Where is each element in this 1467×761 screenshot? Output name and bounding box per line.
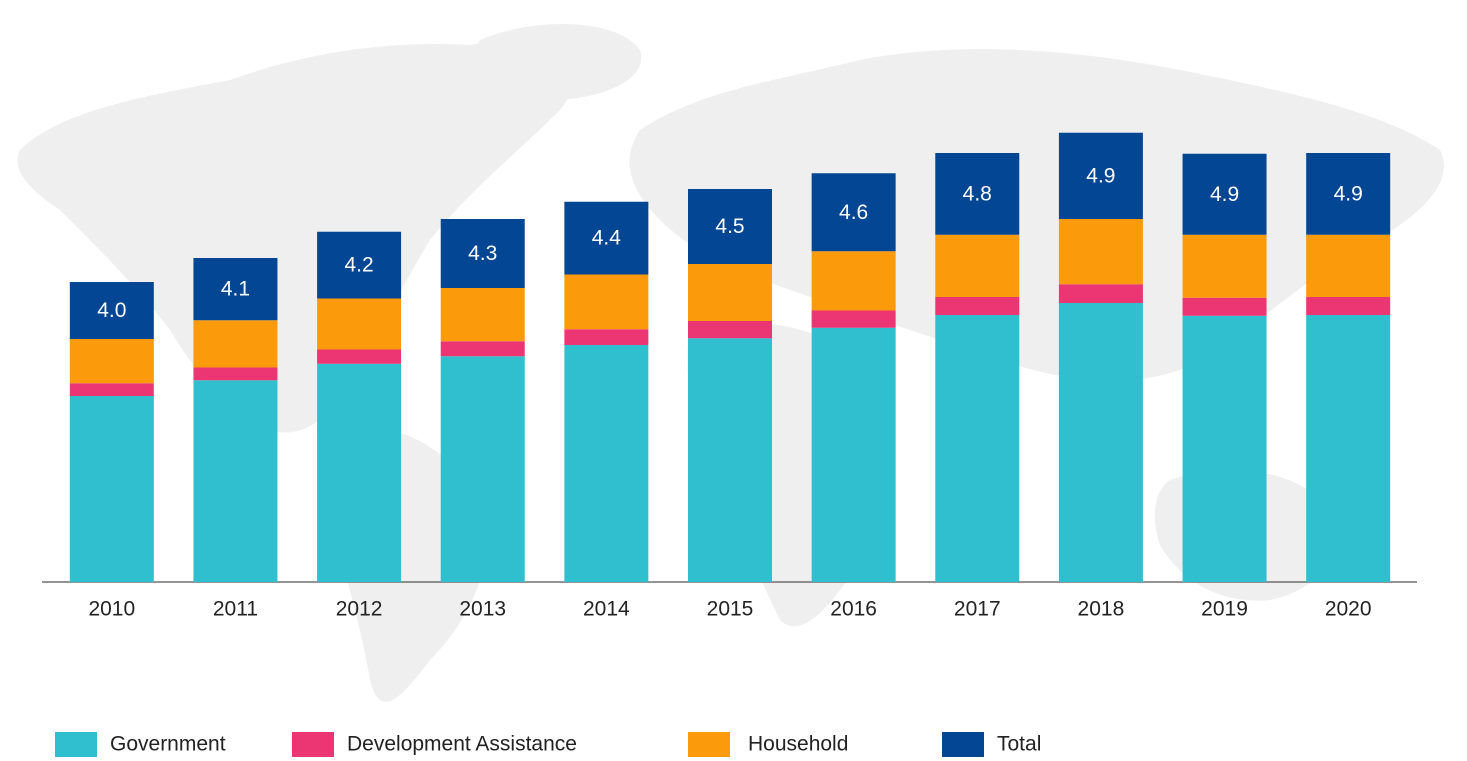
total-label: 4.9: [1210, 183, 1239, 206]
bar-segment: [564, 201, 649, 275]
total-label: 4.3: [468, 242, 497, 265]
x-tick-label: 2015: [707, 598, 754, 621]
x-tick-label: 2013: [459, 598, 506, 621]
x-tick-label: 2011: [213, 598, 258, 621]
bar-segment: [317, 363, 402, 582]
bar-segment: [317, 349, 402, 364]
bar-segment: [193, 258, 278, 321]
x-tick-label: 2017: [954, 598, 1001, 621]
bar-segment: [317, 231, 402, 299]
bar-segment: [1306, 234, 1391, 297]
legend-label: Total: [997, 733, 1041, 756]
total-label: 4.8: [963, 182, 992, 205]
bar-segment: [1182, 315, 1267, 582]
bar-segment: [1306, 153, 1391, 235]
legend-swatch: [688, 732, 730, 757]
legend-label: Household: [748, 733, 848, 756]
bar-segment: [1058, 219, 1143, 285]
x-tick-label: 2019: [1201, 598, 1248, 621]
bar-segment: [69, 396, 154, 582]
total-label: 4.6: [839, 201, 868, 224]
bar-segment: [317, 298, 402, 350]
x-tick-label: 2016: [830, 598, 877, 621]
total-label: 4.1: [221, 278, 250, 301]
total-label: 4.2: [344, 254, 373, 277]
x-tick-label: 2014: [583, 598, 630, 621]
bar-segment: [811, 310, 896, 328]
bar-segment: [935, 315, 1020, 582]
legend-swatch: [942, 732, 984, 757]
total-label: 4.5: [715, 215, 744, 238]
bar-segment: [193, 367, 278, 381]
legend-swatch: [55, 732, 97, 757]
bar-segment: [1182, 153, 1267, 235]
total-label: 4.0: [97, 299, 126, 322]
total-label: 4.9: [1086, 164, 1115, 187]
x-tick-label: 2018: [1078, 598, 1125, 621]
bar-segment: [1058, 303, 1143, 582]
bar-segment: [564, 274, 649, 330]
bar-segment: [440, 219, 525, 288]
bar-segment: [688, 321, 772, 339]
x-tick-label: 2012: [336, 598, 383, 621]
total-label: 4.9: [1334, 182, 1363, 205]
legend-label: Development Assistance: [347, 733, 577, 756]
bar-segment: [811, 251, 896, 311]
bar-segment: [935, 153, 1020, 235]
total-label: 4.4: [592, 227, 622, 250]
bar-segment: [688, 189, 772, 264]
bar-segment: [1058, 132, 1143, 219]
bar-segment: [1306, 315, 1391, 582]
bar-segment: [440, 356, 525, 582]
bar-segment: [1182, 297, 1267, 316]
bar-segment: [69, 339, 154, 384]
bar-segment: [1306, 297, 1391, 315]
bar-segment: [193, 320, 278, 368]
x-tick-label: 2020: [1325, 598, 1372, 621]
bar-segment: [564, 329, 649, 345]
bar-segment: [811, 327, 896, 582]
bar-segment: [935, 234, 1020, 297]
legend-label: Government: [110, 733, 226, 756]
bar-segment: [1182, 234, 1267, 298]
bar-segment: [935, 297, 1020, 315]
bar-segment: [440, 341, 525, 357]
bar-segment: [811, 173, 896, 252]
bar-segment: [193, 380, 278, 582]
bar-segment: [440, 288, 525, 342]
x-tick-label: 2010: [88, 598, 135, 621]
bar-segment: [69, 383, 154, 396]
bar-segment: [688, 338, 772, 582]
legend-swatch: [292, 732, 334, 757]
bar-segment: [1058, 284, 1143, 303]
bar-segment: [564, 345, 649, 582]
bar-segment: [69, 282, 154, 339]
bar-segment: [688, 264, 772, 321]
